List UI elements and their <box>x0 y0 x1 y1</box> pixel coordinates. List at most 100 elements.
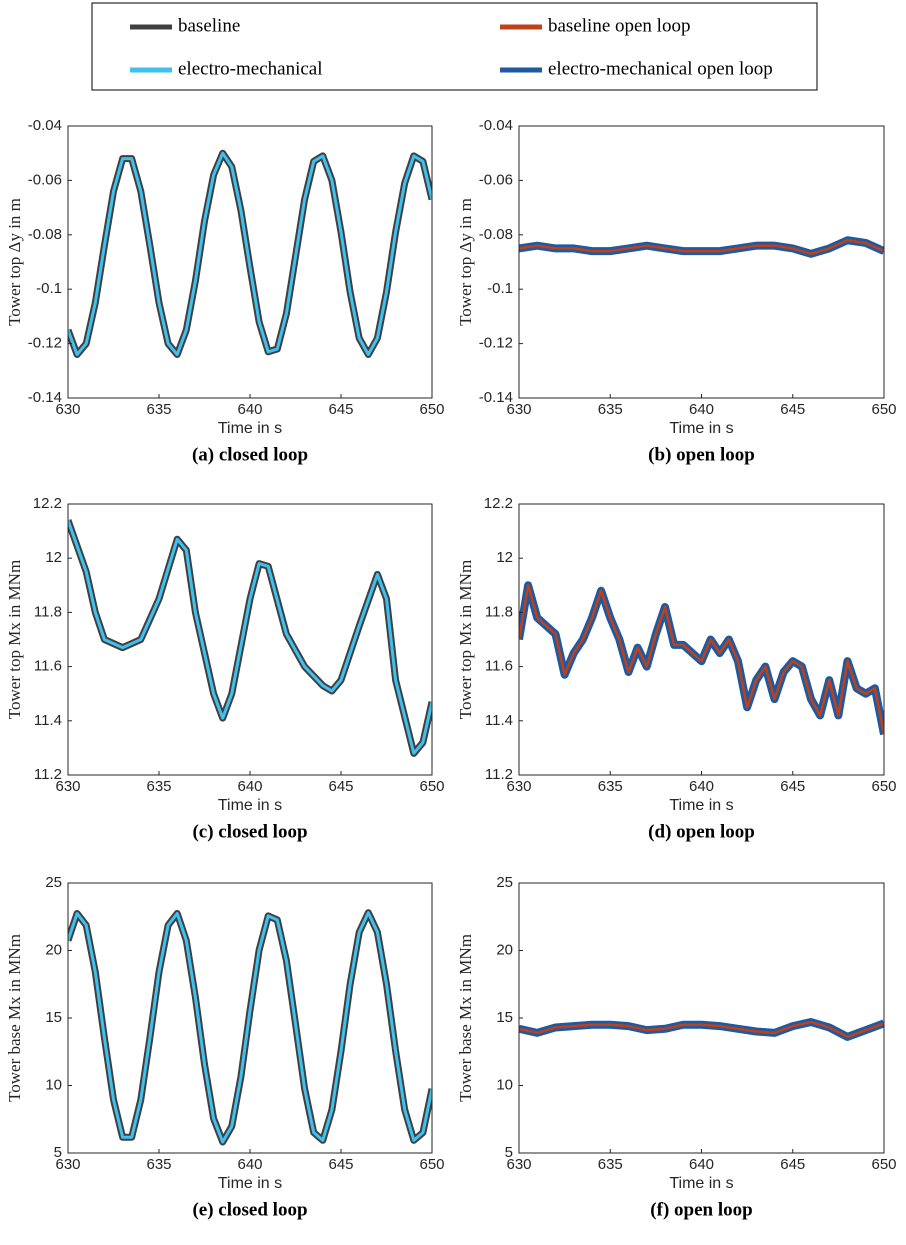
x-tick-label: 630 <box>506 778 531 795</box>
y-tick-label: -0.1 <box>36 280 62 297</box>
data-line <box>68 519 432 755</box>
x-tick-label: 635 <box>598 401 623 418</box>
plot-group <box>519 236 884 258</box>
y-tick-label: 12.2 <box>33 495 62 512</box>
y-tick-label: 12.2 <box>484 495 513 512</box>
x-tick-label: 645 <box>328 1156 353 1173</box>
x-axis-label: Time in s <box>218 1175 282 1192</box>
y-tick-label: 11.4 <box>34 712 62 729</box>
x-axis-label: Time in s <box>669 1175 733 1192</box>
x-tick-label: 640 <box>689 778 714 795</box>
y-tick-label: 5 <box>505 1144 513 1161</box>
data-line <box>68 151 432 356</box>
x-tick-label: 640 <box>237 401 262 418</box>
y-tick-label: 11.6 <box>485 658 513 675</box>
y-tick-label: -0.14 <box>479 389 513 406</box>
y-axis-label: Tower base Mx in MNm <box>5 934 24 1102</box>
legend-box <box>91 2 818 91</box>
plot-area <box>68 504 432 775</box>
y-tick-label: -0.12 <box>479 335 513 352</box>
x-tick-label: 650 <box>419 401 444 418</box>
x-tick-label: 640 <box>689 1156 714 1173</box>
legend-label: baseline <box>178 15 240 36</box>
x-tick-label: 630 <box>55 1156 80 1173</box>
plot-group <box>68 149 432 358</box>
x-tick-label: 645 <box>780 1156 805 1173</box>
y-tick-label: 25 <box>45 874 62 891</box>
y-tick-label: 11.6 <box>34 658 62 675</box>
y-axis-label: Tower top Mx in MNm <box>456 560 475 719</box>
x-tick-label: 650 <box>419 778 444 795</box>
x-tick-label: 630 <box>506 401 531 418</box>
plot-area <box>519 504 884 775</box>
x-axis-label: Time in s <box>669 797 733 814</box>
plot-group <box>68 909 432 1146</box>
x-tick-label: 630 <box>55 401 80 418</box>
x-tick-label: 645 <box>780 401 805 418</box>
legend-label: electro-mechanical <box>178 58 323 79</box>
y-tick-label: 15 <box>496 1009 513 1026</box>
y-tick-label: -0.1 <box>487 280 513 297</box>
data-line <box>519 238 884 256</box>
y-tick-label: -0.14 <box>28 389 62 406</box>
y-tick-label: 25 <box>496 874 513 891</box>
caption: (f) open loop <box>650 1199 752 1220</box>
y-tick-label: 20 <box>496 941 513 958</box>
y-tick-label: 5 <box>54 1144 62 1161</box>
y-tick-label: 11.8 <box>485 603 513 620</box>
caption: (e) closed loop <box>192 1199 307 1220</box>
y-tick-label: 11.2 <box>485 766 513 783</box>
y-tick-label: 12 <box>45 549 62 566</box>
y-tick-label: -0.04 <box>479 117 513 134</box>
x-tick-label: 635 <box>598 1156 623 1173</box>
plot-group <box>519 581 884 736</box>
y-tick-label: 20 <box>45 941 62 958</box>
y-tick-label: 11.2 <box>34 766 62 783</box>
data-line <box>68 911 432 1144</box>
x-tick-label: 640 <box>689 401 714 418</box>
x-tick-label: 650 <box>871 778 896 795</box>
legend-label: electro-mechanical open loop <box>548 58 773 79</box>
data-line <box>519 1020 884 1039</box>
data-line <box>519 584 884 735</box>
x-axis-label: Time in s <box>218 797 282 814</box>
y-tick-label: 10 <box>496 1076 513 1093</box>
y-tick-label: 11.8 <box>34 603 62 620</box>
x-tick-label: 635 <box>598 778 623 795</box>
caption: (b) open loop <box>648 444 755 465</box>
legend-label: baseline open loop <box>548 15 690 36</box>
plot-group <box>519 1018 884 1041</box>
x-tick-label: 630 <box>55 778 80 795</box>
y-axis-label: Tower base Mx in MNm <box>456 934 475 1102</box>
y-tick-label: 11.4 <box>485 712 513 729</box>
y-tick-label: -0.06 <box>479 171 513 188</box>
y-tick-label: 12 <box>496 549 513 566</box>
x-tick-label: 635 <box>146 778 171 795</box>
caption: (a) closed loop <box>192 444 308 465</box>
x-tick-label: 635 <box>146 1156 171 1173</box>
x-tick-label: 630 <box>506 1156 531 1173</box>
y-axis-label: Tower top Mx in MNm <box>5 560 24 719</box>
x-tick-label: 635 <box>146 401 171 418</box>
x-tick-label: 645 <box>328 778 353 795</box>
x-tick-label: 640 <box>237 1156 262 1173</box>
y-tick-label: 10 <box>45 1076 62 1093</box>
x-axis-label: Time in s <box>669 420 733 437</box>
y-axis-label: Tower top Δy in m <box>456 198 475 326</box>
caption: (c) closed loop <box>192 821 307 842</box>
y-tick-label: -0.12 <box>28 335 62 352</box>
plot-area <box>519 883 884 1153</box>
x-tick-label: 650 <box>871 1156 896 1173</box>
x-tick-label: 650 <box>419 1156 444 1173</box>
y-tick-label: -0.04 <box>28 117 62 134</box>
x-tick-label: 645 <box>780 778 805 795</box>
y-tick-label: -0.06 <box>28 171 62 188</box>
caption: (d) open loop <box>648 821 755 842</box>
y-tick-label: -0.08 <box>28 226 62 243</box>
y-tick-label: -0.08 <box>479 226 513 243</box>
x-axis-label: Time in s <box>218 420 282 437</box>
plot-group <box>68 519 432 757</box>
y-tick-label: 15 <box>45 1009 62 1026</box>
